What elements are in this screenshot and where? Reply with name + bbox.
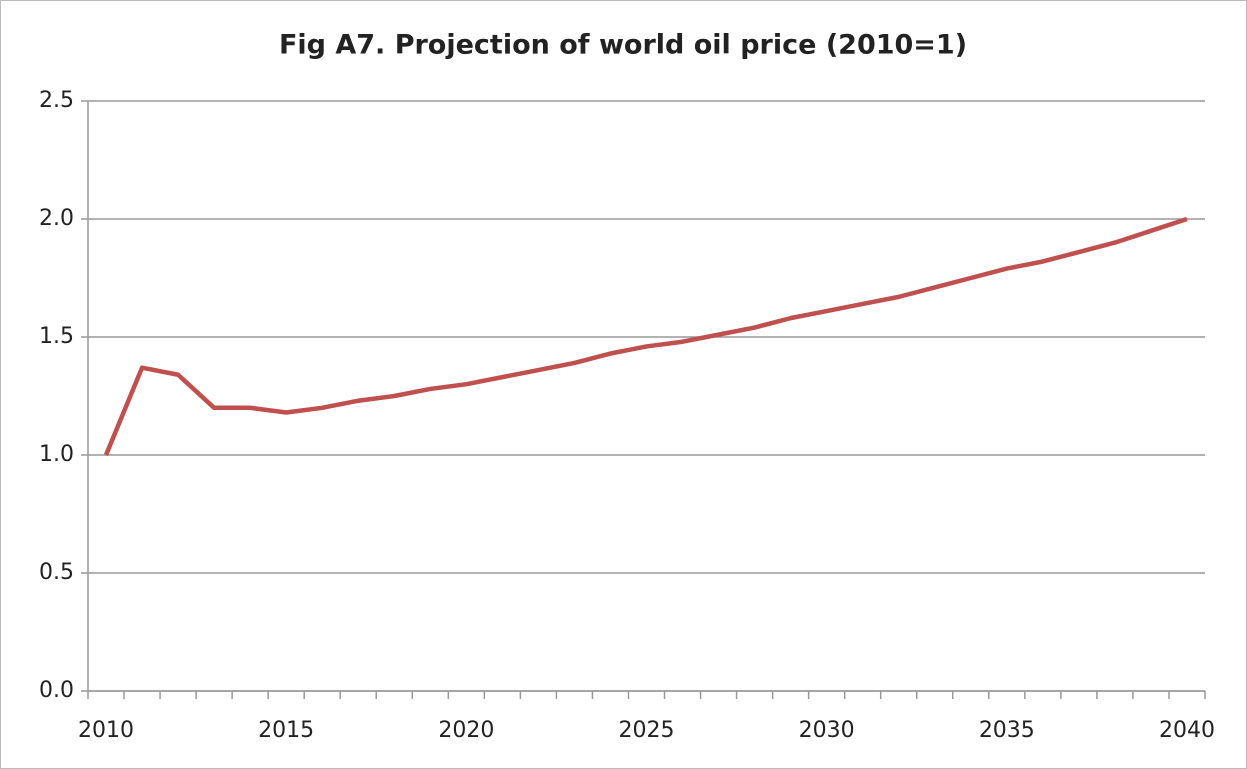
y-tick-label: 1.5 — [39, 324, 74, 349]
y-tick-label: 0.5 — [39, 560, 74, 585]
y-tick-label: 0.0 — [39, 678, 74, 703]
y-tick-label: 2.5 — [39, 88, 74, 113]
line-series — [103, 216, 1188, 456]
x-tick-label: 2010 — [78, 718, 134, 743]
x-tick-label: 2020 — [438, 718, 494, 743]
chart-title: Fig A7. Projection of world oil price (2… — [279, 30, 967, 61]
x-tick-label: 2035 — [979, 718, 1035, 743]
y-tick-label: 2.0 — [39, 206, 74, 231]
y-tick-label: 1.0 — [39, 442, 74, 467]
x-tick-label: 2015 — [258, 718, 314, 743]
x-tick-label: 2040 — [1159, 718, 1215, 743]
x-tick-label: 2030 — [799, 718, 855, 743]
x-tick-label: 2025 — [619, 718, 675, 743]
